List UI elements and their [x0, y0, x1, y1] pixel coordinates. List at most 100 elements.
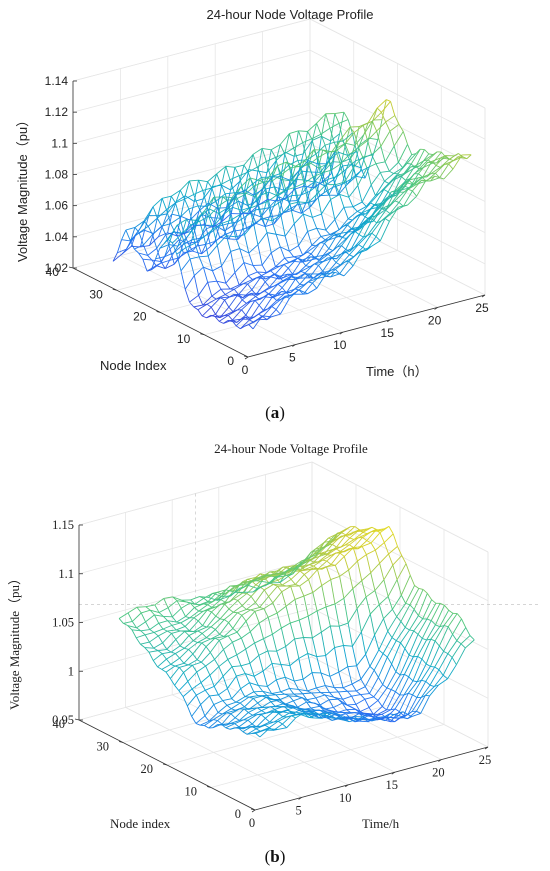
surface-mesh-line — [157, 648, 167, 652]
surface-mesh-line — [375, 236, 381, 242]
surface-mesh-line — [250, 219, 261, 226]
surface-mesh-line — [434, 651, 445, 668]
surface-mesh-line — [376, 208, 387, 216]
surface-mesh-line — [357, 211, 362, 214]
surface-mesh-line — [328, 532, 339, 546]
surface-mesh-line — [203, 224, 214, 228]
surface-mesh-line — [391, 637, 397, 642]
surface-mesh-line — [288, 133, 295, 149]
surface-mesh-line — [262, 695, 272, 700]
surface-mesh-line — [191, 716, 197, 724]
surface-mesh-line — [394, 694, 405, 710]
surface-mesh-line — [378, 604, 384, 619]
surface-mesh-line — [144, 647, 154, 649]
surface-mesh-line — [279, 144, 285, 154]
surface-mesh-line — [339, 194, 349, 198]
surface-mesh-line — [146, 265, 157, 272]
surface-mesh-line — [303, 185, 314, 189]
surface-mesh-line — [361, 546, 367, 555]
surface-mesh-line — [348, 560, 358, 571]
surface-mesh-line — [288, 565, 299, 577]
surface-mesh-line — [400, 642, 406, 649]
surface-mesh-line — [246, 209, 256, 217]
surface-mesh-line — [366, 540, 372, 544]
surface-mesh-line — [225, 717, 236, 726]
surface-mesh-line — [175, 647, 185, 654]
surface-mesh-line — [251, 730, 261, 735]
surface-mesh-line — [321, 113, 327, 137]
surface-mesh-line — [238, 283, 248, 295]
surface-mesh-line — [358, 234, 364, 238]
surface-mesh-line — [195, 715, 206, 724]
surface-mesh-line — [202, 606, 213, 612]
surface-mesh-line — [184, 289, 190, 303]
surface-mesh-line — [240, 319, 250, 330]
x-axis-line — [254, 746, 489, 811]
panel-b: 24-hour Node Voltage Profile 05101520250… — [7, 441, 540, 866]
surface-mesh-line — [334, 140, 344, 143]
surface-mesh-line — [442, 657, 453, 676]
surface-mesh-line — [342, 140, 348, 156]
surface-mesh-line — [219, 236, 229, 240]
surface-mesh-line — [270, 265, 280, 272]
x-tick-label: 20 — [428, 313, 442, 327]
surface-mesh-line — [234, 283, 244, 290]
surface-mesh-line — [316, 228, 322, 237]
surface-mesh-line — [281, 622, 291, 629]
y-tick-label: 0 — [235, 807, 241, 821]
surface-mesh-line — [258, 685, 268, 687]
surface-mesh-line — [315, 144, 326, 155]
surface-mesh-line — [342, 228, 353, 238]
surface-mesh-line — [174, 662, 185, 667]
surface-mesh-line — [330, 163, 341, 171]
surface-mesh-line — [350, 171, 361, 180]
surface-mesh-line — [225, 727, 231, 730]
surface-mesh-line — [390, 711, 400, 722]
surface-mesh-line — [242, 212, 248, 230]
surface-mesh-line — [444, 604, 450, 611]
surface-mesh-line — [193, 194, 199, 207]
surface-mesh-line — [339, 254, 350, 266]
surface-mesh-line — [162, 633, 172, 644]
surface-mesh-line — [217, 199, 228, 207]
surface-mesh-line — [350, 712, 360, 719]
surface-mesh-line — [209, 197, 215, 210]
surface-mesh-line — [205, 637, 216, 647]
surface-mesh-line — [316, 113, 327, 124]
surface-mesh-line — [228, 622, 234, 629]
surface-mesh-line — [227, 654, 237, 660]
surface-mesh-line — [154, 614, 160, 624]
surface-mesh-line — [177, 218, 187, 226]
surface-mesh-line — [262, 691, 268, 696]
surface-mesh-line — [394, 708, 400, 713]
surface-mesh-line — [348, 569, 354, 589]
surface-mesh-line — [269, 276, 280, 280]
y-tick-mark — [68, 266, 74, 269]
surface-mesh-line — [278, 199, 284, 216]
surface-mesh-line — [385, 209, 391, 214]
surface-mesh-line — [430, 665, 435, 668]
surface-mesh-line — [307, 616, 313, 638]
surface-mesh-line — [364, 696, 374, 700]
surface-mesh-line — [152, 653, 163, 661]
surface-mesh-line — [271, 220, 277, 235]
surface-mesh-line — [176, 616, 186, 623]
surface-mesh-line — [269, 713, 279, 723]
surface-mesh-line — [321, 579, 331, 586]
surface-mesh-line — [201, 638, 211, 644]
surface-mesh-line — [349, 234, 360, 252]
surface-mesh-line — [311, 217, 318, 229]
surface-mesh-line — [294, 153, 304, 157]
surface-mesh-line — [294, 185, 305, 190]
surface-mesh-line — [308, 579, 314, 593]
y-tick-label: 40 — [53, 717, 66, 731]
surface-mesh-line — [397, 546, 403, 556]
surface-mesh-line — [176, 232, 186, 237]
panel-b-surface — [118, 525, 475, 738]
surface-mesh-line — [167, 620, 177, 623]
surface-mesh-line — [203, 601, 213, 605]
surface-mesh-line — [370, 562, 380, 574]
surface-mesh-line — [401, 176, 406, 181]
surface-mesh-line — [281, 585, 291, 593]
surface-mesh-line — [245, 620, 251, 632]
